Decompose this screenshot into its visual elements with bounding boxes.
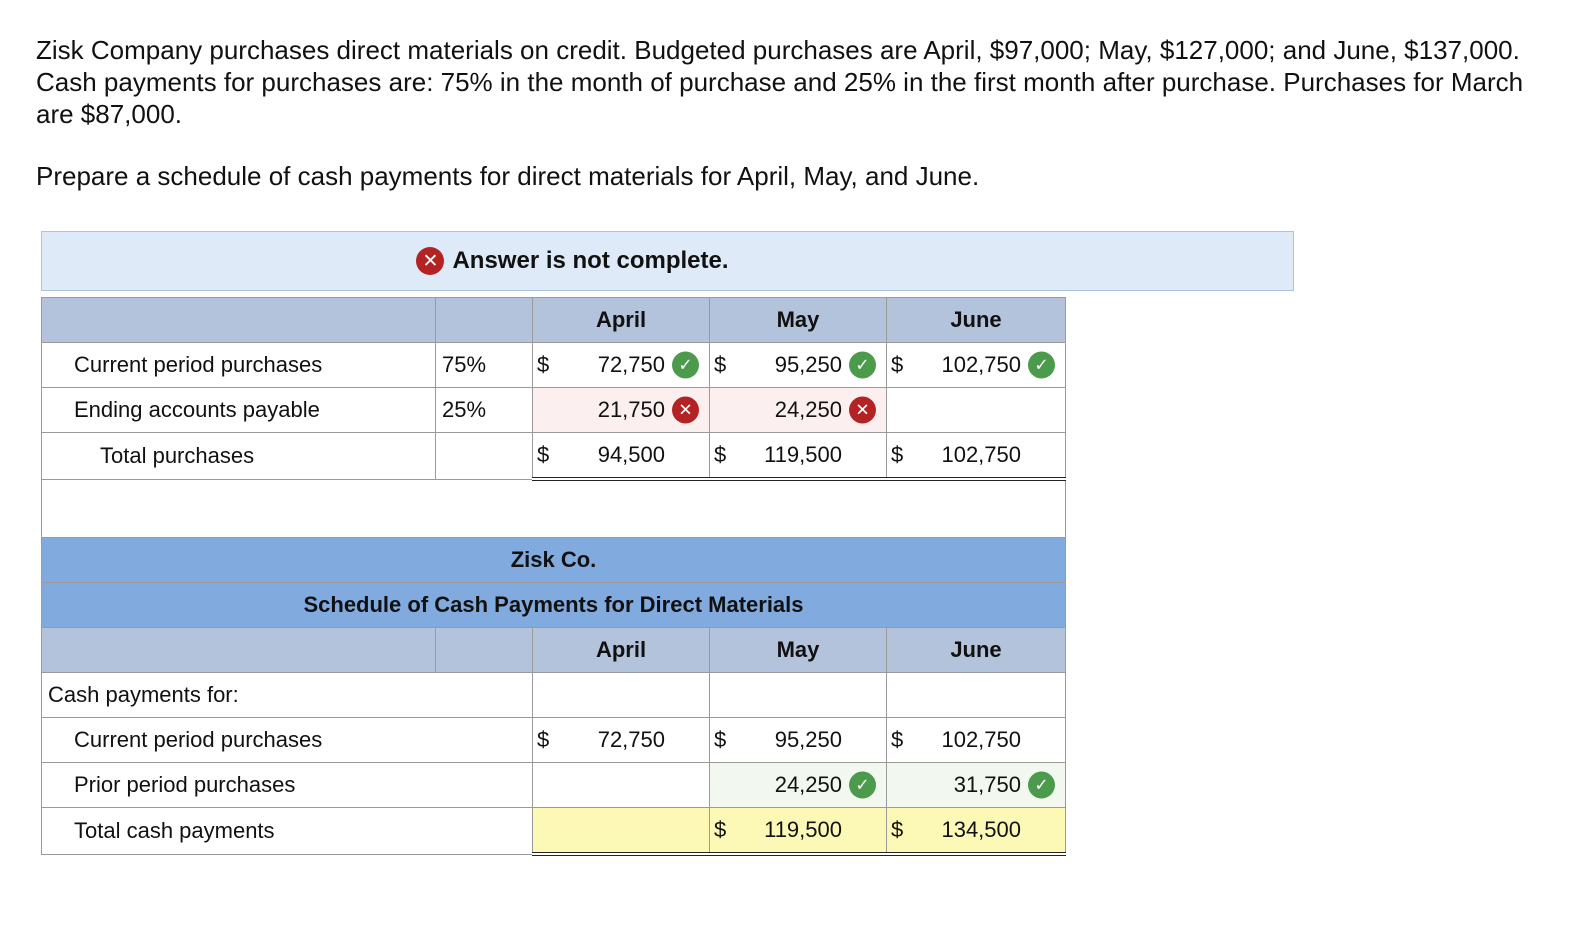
row-label: Current period purchases [41, 342, 436, 388]
cell-june[interactable]: $ 102,750 ✓ [886, 342, 1066, 388]
header-label-cell [41, 627, 436, 673]
row-label: Ending accounts payable [41, 387, 436, 433]
cell-value: 102,750 [941, 727, 1021, 752]
header-pct-cell [435, 627, 533, 673]
check-icon: ✓ [849, 351, 876, 379]
cell-may [709, 672, 887, 718]
problem-statement: Zisk Company purchases direct materials … [36, 35, 1524, 129]
header-label-cell [41, 297, 436, 343]
cell-april[interactable] [532, 762, 710, 808]
header-april: April [532, 297, 710, 343]
cell-value: 72,750 [597, 352, 665, 377]
currency-sign: $ [537, 727, 550, 752]
check-icon: ✓ [1028, 351, 1055, 379]
cell-value: 119,500 [764, 442, 842, 467]
header-may: May [709, 627, 887, 673]
cell-value: 24,250 [774, 397, 842, 422]
banner-text: Answer is not complete. [452, 247, 729, 274]
section-label: Cash payments for: [41, 672, 533, 718]
company-title-row: Zisk Co. [41, 537, 1066, 583]
cell-april [532, 672, 710, 718]
company-name: Zisk Co. [41, 537, 1066, 583]
table-row: Total purchases $ 94,500 $ 119,500 $ 102… [41, 432, 1066, 481]
currency-sign: $ [537, 442, 550, 467]
schedule-title: Schedule of Cash Payments for Direct Mat… [41, 582, 1066, 628]
table-row: Cash payments for: [41, 672, 1066, 718]
cell-value: 24,250 [774, 772, 842, 797]
table-row: Prior period purchases 24,250 ✓ 31,750 ✓ [41, 762, 1066, 808]
header-june: June [886, 297, 1066, 343]
instruction-text: Prepare a schedule of cash payments for … [36, 161, 980, 191]
cell-value: 95,250 [774, 352, 842, 377]
row-percent: 25% [435, 387, 533, 433]
header-june: June [886, 627, 1066, 673]
table-row: Total cash payments $ 119,500 $ 134,500 [41, 807, 1066, 856]
cell-value: 95,250 [774, 727, 842, 752]
top-table-header-row: April May June [41, 297, 1066, 343]
cell-june [886, 672, 1066, 718]
answer-status-banner: ✕ Answer is not complete. [41, 231, 1294, 291]
schedule-title-row: Schedule of Cash Payments for Direct Mat… [41, 582, 1066, 628]
cell-june: $ 102,750 [886, 432, 1066, 481]
cell-april: $ 72,750 [532, 717, 710, 763]
cell-may[interactable]: $ 95,250 ✓ [709, 342, 887, 388]
cell-value: 72,750 [597, 727, 665, 752]
row-label: Prior period purchases [41, 762, 533, 808]
x-icon: ✕ [849, 396, 876, 424]
table-row: Current period purchases $ 72,750 $ 95,2… [41, 717, 1066, 763]
cell-april [532, 807, 710, 856]
cell-value: 119,500 [764, 817, 842, 842]
cell-june: $ 102,750 [886, 717, 1066, 763]
currency-sign: $ [891, 352, 904, 377]
cell-may: $ 119,500 [709, 807, 887, 856]
cell-april: $ 94,500 [532, 432, 710, 481]
row-label: Total purchases [41, 432, 436, 480]
cell-value: 134,500 [941, 817, 1021, 842]
header-may: May [709, 297, 887, 343]
x-circle-icon: ✕ [416, 247, 445, 275]
header-april: April [532, 627, 710, 673]
blank-cell [41, 478, 1066, 538]
cell-june[interactable]: 31,750 ✓ [886, 762, 1066, 808]
currency-sign: $ [537, 352, 550, 377]
cell-may: $ 119,500 [709, 432, 887, 481]
row-percent: 75% [435, 342, 533, 388]
currency-sign: $ [891, 817, 904, 842]
currency-sign: $ [714, 442, 727, 467]
row-label: Current period purchases [41, 717, 533, 763]
answer-table: April May June Current period purchases … [41, 297, 1066, 856]
cell-value: 94,500 [597, 442, 665, 467]
spacer-row [41, 478, 1066, 538]
currency-sign: $ [714, 352, 727, 377]
currency-sign: $ [714, 727, 727, 752]
check-icon: ✓ [1028, 771, 1055, 799]
cell-value: 102,750 [941, 352, 1021, 377]
table-row: Current period purchases 75% $ 72,750 ✓ … [41, 342, 1066, 388]
cell-april[interactable]: 21,750 ✕ [532, 387, 710, 433]
row-label: Total cash payments [41, 807, 533, 855]
cell-june: $ 134,500 [886, 807, 1066, 856]
cell-value: 21,750 [597, 397, 665, 422]
table-row: Ending accounts payable 25% 21,750 ✕ 24,… [41, 387, 1066, 433]
check-icon: ✓ [849, 771, 876, 799]
cell-may[interactable]: 24,250 ✕ [709, 387, 887, 433]
schedule-header-row: April May June [41, 627, 1066, 673]
currency-sign: $ [891, 727, 904, 752]
cell-april[interactable]: $ 72,750 ✓ [532, 342, 710, 388]
currency-sign: $ [891, 442, 904, 467]
cell-may[interactable]: 24,250 ✓ [709, 762, 887, 808]
x-icon: ✕ [672, 396, 699, 424]
row-percent [435, 432, 533, 480]
cell-may: $ 95,250 [709, 717, 887, 763]
check-icon: ✓ [672, 351, 699, 379]
cell-value: 102,750 [941, 442, 1021, 467]
currency-sign: $ [714, 817, 727, 842]
header-pct-cell [435, 297, 533, 343]
cell-june[interactable] [886, 387, 1066, 433]
cell-value: 31,750 [953, 772, 1021, 797]
